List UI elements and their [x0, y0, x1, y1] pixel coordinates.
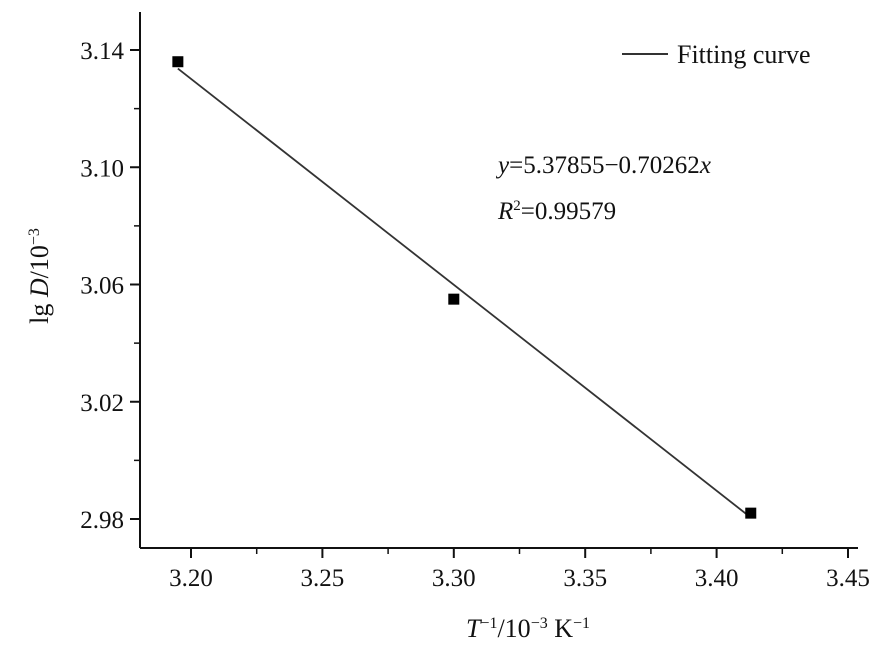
fit-annotation: y=5.37855−0.70262x R2=0.99579	[495, 152, 711, 225]
y-tick-label: 3.14	[80, 38, 124, 65]
plot-area: 3.20 3.25 3.30 3.35 3.40 3.45 2.98 3.02 3.06 3.1…	[80, 12, 870, 592]
series-layer	[172, 56, 757, 519]
data-point	[448, 293, 460, 305]
x-tick-label: 3.35	[563, 565, 607, 592]
y-axis-ticks: 2.98 3.02 3.06 3.10 3.14	[80, 38, 140, 534]
x-axis-ticks: 3.20 3.25 3.30 3.35 3.40 3.45	[169, 548, 870, 592]
y-tick-label: 3.10	[80, 155, 124, 182]
fit-line	[177, 67, 752, 519]
x-tick-label: 3.30	[432, 565, 476, 592]
x-axis-title: T−1/10−3 K−1	[466, 614, 590, 643]
y-tick-label: 3.02	[80, 390, 124, 417]
x-tick-label: 3.40	[695, 565, 739, 592]
data-point	[172, 56, 184, 68]
fit-equation: y=5.37855−0.70262x	[495, 152, 711, 179]
y-tick-label: 2.98	[80, 507, 124, 534]
x-tick-label: 3.25	[301, 565, 345, 592]
legend-label: Fitting curve	[677, 40, 811, 69]
legend: Fitting curve	[622, 40, 811, 69]
data-point	[745, 507, 757, 519]
y-axis-title: lg D/10−3	[25, 228, 54, 324]
x-tick-label: 3.20	[169, 565, 213, 592]
y-tick-label: 3.06	[80, 273, 124, 300]
r-squared: R2=0.99579	[497, 198, 616, 225]
x-tick-label: 3.45	[826, 565, 870, 592]
